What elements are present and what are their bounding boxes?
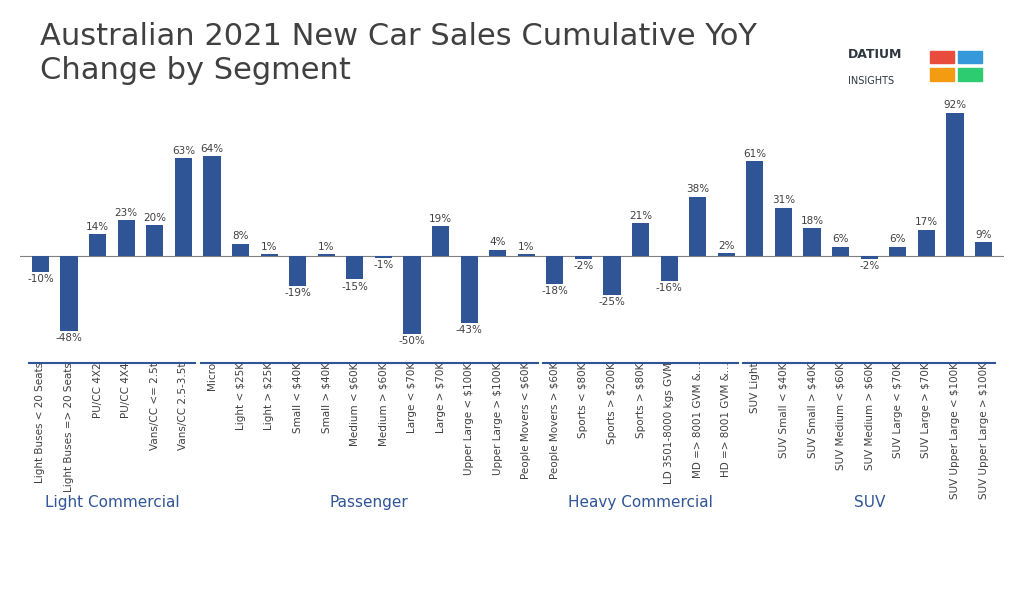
Bar — [403, 256, 421, 334]
Bar — [346, 256, 364, 280]
Bar — [461, 256, 478, 323]
Bar — [260, 254, 278, 256]
Text: 21%: 21% — [629, 211, 652, 221]
Bar — [918, 230, 935, 256]
Text: -10%: -10% — [27, 274, 54, 284]
Text: 9%: 9% — [975, 230, 992, 240]
Bar — [146, 225, 164, 256]
Text: INSIGHTS: INSIGHTS — [848, 76, 894, 86]
Text: -1%: -1% — [374, 260, 393, 270]
Bar — [89, 234, 106, 256]
Text: 18%: 18% — [801, 216, 823, 225]
Bar — [375, 256, 392, 257]
Text: -16%: -16% — [655, 283, 683, 293]
Bar — [689, 197, 707, 256]
Bar — [546, 256, 563, 284]
Bar — [889, 246, 906, 256]
Text: 6%: 6% — [890, 234, 906, 245]
Text: 1%: 1% — [518, 242, 535, 252]
Bar — [60, 256, 78, 331]
Bar — [232, 243, 249, 256]
Text: -2%: -2% — [573, 261, 594, 272]
Bar — [660, 256, 678, 281]
Bar — [957, 51, 982, 63]
Text: Australian 2021 New Car Sales Cumulative YoY
Change by Segment: Australian 2021 New Car Sales Cumulative… — [40, 22, 757, 84]
Text: 31%: 31% — [772, 195, 795, 205]
Bar — [746, 161, 764, 256]
Text: 61%: 61% — [743, 148, 767, 158]
Bar — [775, 208, 792, 256]
Text: 17%: 17% — [914, 217, 938, 227]
Bar — [574, 256, 592, 259]
Text: Heavy Commercial: Heavy Commercial — [568, 495, 713, 510]
Text: 1%: 1% — [318, 242, 335, 252]
Bar — [317, 254, 335, 256]
Text: 8%: 8% — [232, 231, 249, 241]
Text: 6%: 6% — [833, 234, 849, 245]
Text: 14%: 14% — [86, 222, 110, 232]
Text: 38%: 38% — [686, 184, 710, 195]
Text: Light Commercial: Light Commercial — [45, 495, 179, 510]
Text: -48%: -48% — [55, 333, 83, 343]
Text: 2%: 2% — [718, 241, 734, 251]
Text: SUV: SUV — [854, 495, 885, 510]
Text: 1%: 1% — [261, 242, 278, 252]
Text: -15%: -15% — [341, 282, 369, 292]
Bar — [432, 227, 450, 256]
Bar — [833, 246, 849, 256]
Bar — [946, 113, 964, 256]
Text: 20%: 20% — [143, 213, 166, 222]
Text: -18%: -18% — [542, 286, 568, 296]
Bar — [975, 242, 992, 256]
Bar — [32, 256, 49, 272]
Bar — [289, 256, 306, 286]
Bar — [957, 68, 982, 81]
Text: DATIUM: DATIUM — [848, 48, 902, 62]
Bar — [930, 68, 954, 81]
Bar — [518, 254, 535, 256]
Text: -2%: -2% — [859, 261, 880, 272]
Bar — [118, 220, 135, 256]
Text: -19%: -19% — [285, 288, 311, 298]
Text: 63%: 63% — [172, 145, 195, 155]
Text: 64%: 64% — [201, 144, 223, 154]
Text: 23%: 23% — [115, 208, 138, 218]
Text: -25%: -25% — [599, 298, 626, 307]
Bar — [860, 256, 878, 259]
Text: 4%: 4% — [489, 237, 506, 248]
Text: -43%: -43% — [456, 325, 482, 335]
Bar — [804, 228, 820, 256]
Text: -50%: -50% — [398, 336, 425, 346]
Bar — [930, 51, 954, 63]
Text: 92%: 92% — [943, 100, 967, 110]
Bar — [718, 253, 735, 256]
Text: Passenger: Passenger — [330, 495, 409, 510]
Bar — [603, 256, 621, 295]
Text: 19%: 19% — [429, 214, 453, 224]
Bar — [632, 223, 649, 256]
Bar — [489, 249, 506, 256]
Bar — [204, 156, 220, 256]
Bar — [175, 158, 191, 256]
